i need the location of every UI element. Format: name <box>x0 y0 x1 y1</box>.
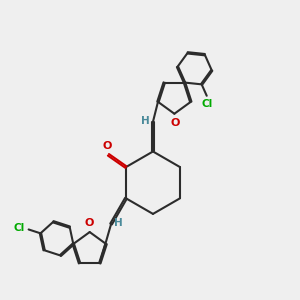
Text: O: O <box>84 218 94 228</box>
Text: Cl: Cl <box>14 223 25 233</box>
Text: H: H <box>114 218 123 228</box>
Text: H: H <box>141 116 150 126</box>
Text: Cl: Cl <box>202 99 213 109</box>
Text: O: O <box>103 141 112 151</box>
Text: O: O <box>170 118 180 128</box>
